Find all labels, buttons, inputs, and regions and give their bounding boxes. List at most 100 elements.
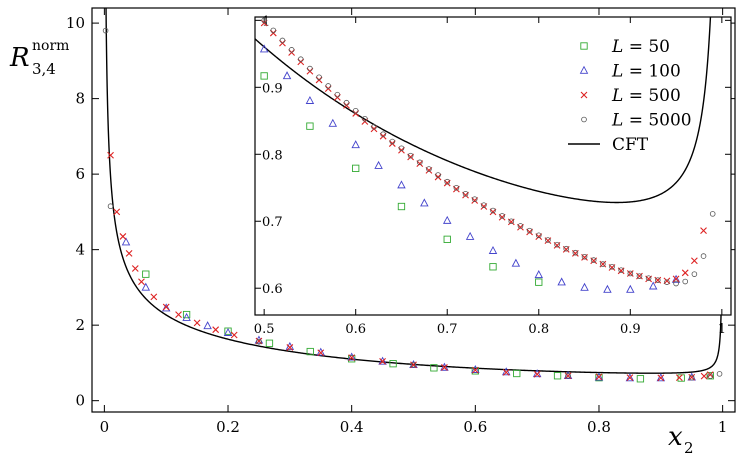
inset-y-tick-label: 0.8 xyxy=(262,148,283,163)
inset-point-l5000 xyxy=(426,166,432,172)
legend-label: L = 500 xyxy=(611,86,681,106)
inset-point-l5000 xyxy=(407,152,414,159)
inset-point-l5000 xyxy=(545,237,551,243)
main-y-tick-label: 2 xyxy=(75,316,85,334)
inset-point-l5000 xyxy=(334,91,341,98)
inset-point-l5000 xyxy=(636,273,643,279)
inset-point-l5000 xyxy=(691,271,698,277)
legend-marker-l500 xyxy=(580,91,588,99)
inset-point-l5000 xyxy=(654,277,661,283)
main-point-l500 xyxy=(150,293,158,301)
inset-point-l100 xyxy=(374,160,383,169)
main-point-l500 xyxy=(131,265,139,272)
inset-cft-curve xyxy=(255,17,712,204)
main-point-l5000 xyxy=(107,203,114,210)
inset-point-l5000 xyxy=(307,65,313,72)
inset-plot-area: 0.5 0.6 0.7 0.8 0.9 10.60.70.80.91 xyxy=(254,14,731,337)
main-x-tick-label: 0.6 xyxy=(463,418,487,436)
main-point-l100 xyxy=(625,373,635,382)
main-point-l50 xyxy=(595,373,603,382)
main-point-l500 xyxy=(286,344,294,351)
inset-point-l5000 xyxy=(261,17,267,24)
main-point-l100 xyxy=(440,362,449,371)
legend-marker-l5000 xyxy=(581,116,587,123)
legend: L = 50 L = 100 L = 500 L = 5000 CFT xyxy=(568,37,692,155)
main-point-l50 xyxy=(471,367,479,375)
inset-point-l50 xyxy=(260,72,268,80)
inset-point-l5000 xyxy=(343,99,350,106)
main-point-l50 xyxy=(513,369,521,378)
x-axis-label-sub: 2 xyxy=(684,439,694,457)
inset-point-l100 xyxy=(557,277,566,286)
y-axis-label-sup: norm xyxy=(32,38,69,54)
main-point-l5000 xyxy=(707,373,714,379)
inset-point-l100 xyxy=(259,44,269,53)
inset-point-l100 xyxy=(511,258,521,267)
main-point-l100 xyxy=(203,321,212,330)
inset-frame xyxy=(254,16,732,316)
inset-point-l5000 xyxy=(316,74,322,81)
main-series-group xyxy=(102,8,724,383)
main-point-l50 xyxy=(306,347,314,356)
main-point-l5000 xyxy=(256,338,262,345)
inset-point-l5000 xyxy=(389,138,396,145)
legend-marker-l50 xyxy=(580,42,588,50)
main-point-l5000 xyxy=(102,27,109,34)
inset-point-l100 xyxy=(328,118,338,127)
main-x-tick-label: 0.4 xyxy=(340,418,364,436)
inset-point-l100 xyxy=(603,284,612,293)
inset-x-tick-label: 0.6 xyxy=(345,322,366,337)
main-point-l500 xyxy=(193,319,201,327)
inset-point-l5000 xyxy=(563,245,570,252)
main-y-tick-label: 6 xyxy=(75,165,85,183)
inset-point-l100 xyxy=(648,281,658,290)
inset-point-l100 xyxy=(442,215,452,224)
inset-point-l5000 xyxy=(325,83,332,89)
main-point-l100 xyxy=(316,347,326,356)
inset-point-l500 xyxy=(626,270,634,277)
inset-point-l5000 xyxy=(673,280,679,287)
main-point-l500 xyxy=(212,326,220,334)
main-point-l100 xyxy=(347,352,356,361)
main-point-l500 xyxy=(410,361,417,369)
inset-point-l5000 xyxy=(682,278,689,285)
inset-point-l50 xyxy=(352,164,360,172)
inset-y-tick-label: 0.7 xyxy=(262,215,283,230)
inset-point-l5000 xyxy=(627,270,634,277)
main-point-l500 xyxy=(379,358,386,365)
inset-point-l100 xyxy=(671,274,681,283)
main-point-l100 xyxy=(223,327,233,336)
main-point-l100 xyxy=(285,341,295,350)
inset-point-l5000 xyxy=(270,27,277,34)
inset-point-l500 xyxy=(672,275,680,283)
inset-point-l50 xyxy=(397,202,406,211)
main-point-l500 xyxy=(348,354,356,362)
main-y-tick-label: 0 xyxy=(75,392,85,410)
x-axis-label: x xyxy=(668,422,683,452)
inset-point-l5000 xyxy=(490,207,496,214)
main-x-tick-label: 0.8 xyxy=(587,418,611,436)
main-point-l500 xyxy=(502,368,510,376)
inset-point-l5000 xyxy=(380,131,386,137)
main-point-l500 xyxy=(441,364,448,371)
main-point-l50 xyxy=(677,374,685,382)
main-x-tick-label: 1 xyxy=(718,418,728,436)
inset-point-l500 xyxy=(700,227,707,235)
main-point-l100 xyxy=(161,303,171,312)
inset-point-l500 xyxy=(654,276,662,284)
inset-x-tick-label: 1 xyxy=(718,322,726,337)
y-axis-label-sub: 3,4 xyxy=(32,60,56,78)
main-point-l50 xyxy=(636,375,645,383)
inset-point-l5000 xyxy=(535,232,542,239)
main-point-l100 xyxy=(378,356,387,365)
inset-point-l5000 xyxy=(572,249,579,256)
main-point-l500 xyxy=(533,370,541,378)
main-point-l50 xyxy=(430,364,438,372)
main-point-l100 xyxy=(471,364,480,373)
inset-point-l5000 xyxy=(444,178,451,185)
inset-point-l5000 xyxy=(508,218,515,225)
inset-point-l100 xyxy=(397,180,406,189)
inset-point-l5000 xyxy=(453,184,460,191)
main-point-l5000 xyxy=(688,374,695,381)
